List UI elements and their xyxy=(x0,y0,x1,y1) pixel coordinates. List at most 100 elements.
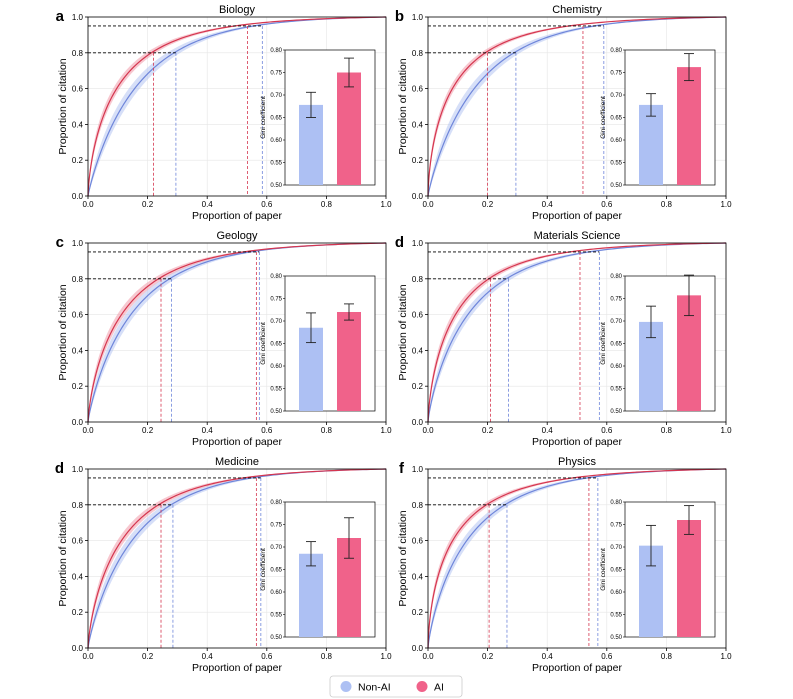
x-tick-label: 0.4 xyxy=(202,426,214,435)
y-tick-label: 0.4 xyxy=(412,572,424,581)
inset-frame xyxy=(624,275,716,412)
inset-frame xyxy=(284,275,376,412)
panel-f: 0.0 0.2 0.4 0.6 0.8 1.0 0.0 0.2 0.4 0.6 0.8 1.0 Phys… xyxy=(397,456,732,674)
plot-frame xyxy=(87,468,387,649)
inset-frame xyxy=(624,49,716,186)
plot-frame xyxy=(87,242,387,423)
gini-bar-nonai xyxy=(299,553,323,637)
y-tick-label: 0.2 xyxy=(412,382,424,391)
x-tick-label: 0.8 xyxy=(661,426,673,435)
inset-y-tick-label: 0.55 xyxy=(610,387,622,393)
curve-ai xyxy=(427,16,727,197)
inset-y-tick-label: 0.70 xyxy=(270,319,282,325)
panel-b: 0.0 0.2 0.4 0.6 0.8 1.0 0.0 0.2 0.4 0.6 0.8 1.0 Chem… xyxy=(395,4,732,222)
curve-ai xyxy=(87,16,387,197)
inset-y-tick-label: 0.55 xyxy=(270,613,282,619)
y-tick-label: 0.8 xyxy=(412,275,424,284)
inset-y-tick-label: 0.60 xyxy=(270,364,282,370)
gini-bar-ai xyxy=(677,520,701,637)
inset-y-tick-label: 0.70 xyxy=(270,93,282,99)
y-tick-label: 1.0 xyxy=(412,13,424,22)
inset-y-tick-label: 0.50 xyxy=(270,409,282,415)
x-tick-label: 0.0 xyxy=(422,652,434,661)
curve-ai xyxy=(87,468,387,649)
panel-title: Biology xyxy=(219,4,256,16)
x-tick-label: 0.6 xyxy=(601,426,613,435)
y-tick-label: 0.8 xyxy=(72,275,84,284)
inset-y-tick-label: 0.75 xyxy=(610,71,622,77)
gini-inset: 0.50 0.55 0.60 0.65 0.70 0.75 0.80 Gini coeffic… xyxy=(260,274,376,415)
panel-letter: f xyxy=(399,460,405,477)
panel-title: Geology xyxy=(217,230,258,242)
x-tick-label: 0.4 xyxy=(202,652,214,661)
inset-frame xyxy=(284,501,376,638)
y-axis-label: Proportion of citation xyxy=(57,58,69,154)
legend-marker-ai xyxy=(416,681,428,692)
x-tick-label: 1.0 xyxy=(720,200,732,209)
y-tick-label: 0.8 xyxy=(412,501,424,510)
y-tick-label: 0.4 xyxy=(72,120,84,129)
inset-y-tick-label: 0.65 xyxy=(610,568,622,574)
x-tick-label: 0.8 xyxy=(321,200,333,209)
x-tick-label: 0.8 xyxy=(321,426,333,435)
inset-y-tick-label: 0.70 xyxy=(610,545,622,551)
gini-bar-ai xyxy=(337,72,361,185)
panels: 0.0 0.2 0.4 0.6 0.8 1.0 0.0 0.2 0.4 0.6 0.8 1.0 Biol… xyxy=(55,4,732,674)
x-axis-label: Proportion of paper xyxy=(192,436,282,448)
curve-ai xyxy=(427,242,727,423)
panel-letter: a xyxy=(56,8,65,25)
y-tick-label: 1.0 xyxy=(412,465,424,474)
x-tick-label: 0.4 xyxy=(542,426,554,435)
gini-bar-ai xyxy=(337,312,361,411)
y-axis-label: Proportion of citation xyxy=(397,284,409,380)
y-tick-label: 0.6 xyxy=(412,537,424,546)
y-tick-label: 0.6 xyxy=(72,85,84,94)
x-tick-label: 0.2 xyxy=(482,200,494,209)
y-tick-label: 1.0 xyxy=(72,465,84,474)
inset-y-tick-label: 0.60 xyxy=(270,590,282,596)
inset-y-tick-label: 0.75 xyxy=(270,71,282,77)
inset-y-tick-label: 0.75 xyxy=(270,297,282,303)
inset-y-tick-label: 0.75 xyxy=(270,523,282,529)
x-tick-label: 0.0 xyxy=(422,200,434,209)
inset-y-axis-label: Gini coefficient xyxy=(600,96,607,139)
panel-letter: c xyxy=(56,234,64,251)
inset-y-tick-label: 0.75 xyxy=(610,297,622,303)
y-tick-label: 0.4 xyxy=(412,120,424,129)
legend-box xyxy=(329,675,463,698)
inset-y-tick-label: 0.60 xyxy=(270,138,282,144)
y-tick-label: 0.6 xyxy=(412,85,424,94)
inset-y-tick-label: 0.60 xyxy=(610,364,622,370)
x-tick-label: 0.4 xyxy=(202,200,214,209)
y-tick-label: 1.0 xyxy=(72,239,84,248)
y-axis-label: Proportion of citation xyxy=(57,284,69,380)
panel-letter: b xyxy=(395,8,404,25)
x-tick-label: 1.0 xyxy=(720,652,732,661)
inset-y-tick-label: 0.80 xyxy=(270,274,282,280)
legend: Non-AI AI xyxy=(329,675,463,698)
y-tick-label: 0.8 xyxy=(72,49,84,58)
plot-frame xyxy=(427,16,727,197)
inset-y-axis-label: Gini coefficient xyxy=(600,322,607,365)
x-tick-label: 0.2 xyxy=(142,426,154,435)
y-tick-label: 0.0 xyxy=(72,644,84,653)
y-tick-label: 0.2 xyxy=(72,608,84,617)
y-tick-label: 1.0 xyxy=(412,239,424,248)
panel-c: 0.0 0.2 0.4 0.6 0.8 1.0 0.0 0.2 0.4 0.6 0.8 1.0 Geol… xyxy=(56,230,392,448)
x-tick-label: 0.0 xyxy=(82,652,94,661)
x-tick-label: 0.6 xyxy=(601,200,613,209)
y-tick-label: 0.0 xyxy=(72,418,84,427)
inset-y-tick-label: 0.70 xyxy=(610,319,622,325)
y-tick-label: 0.0 xyxy=(412,644,424,653)
x-tick-label: 0.4 xyxy=(542,200,554,209)
inset-frame xyxy=(624,501,716,638)
y-tick-label: 0.6 xyxy=(412,311,424,320)
x-tick-label: 0.6 xyxy=(261,426,273,435)
y-tick-label: 0.2 xyxy=(72,382,84,391)
gini-bar-ai xyxy=(677,67,701,185)
y-axis-label: Proportion of citation xyxy=(57,510,69,606)
legend-marker-nonai xyxy=(340,681,352,692)
inset-y-tick-label: 0.65 xyxy=(270,116,282,122)
plot-frame xyxy=(427,468,727,649)
panel-title: Materials Science xyxy=(534,230,621,242)
